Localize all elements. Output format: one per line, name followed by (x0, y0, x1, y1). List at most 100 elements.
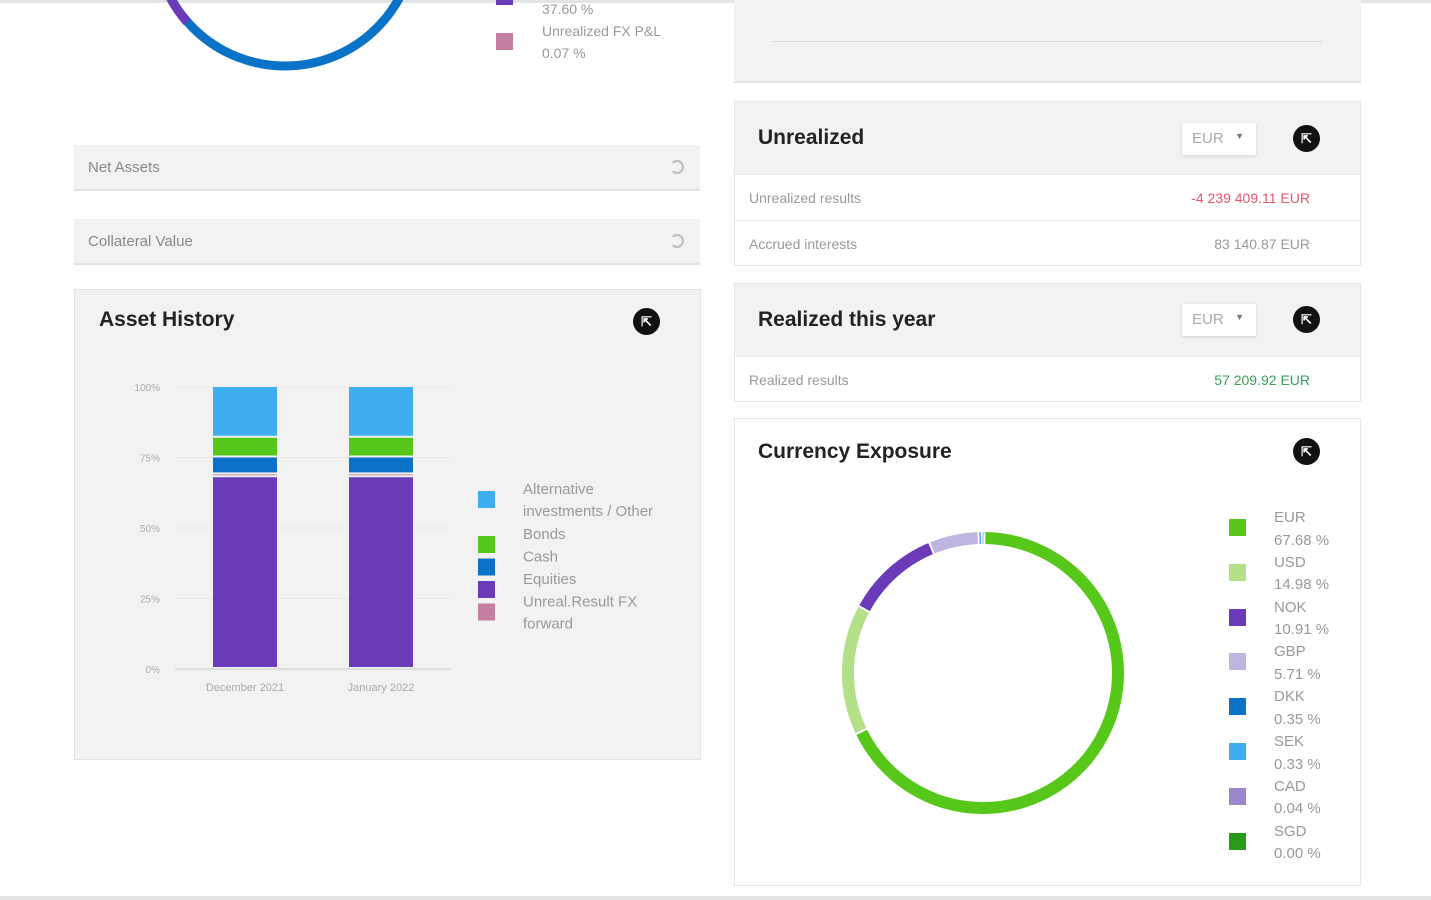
legend-label: USD (1274, 553, 1306, 571)
donut-slice-usd (842, 532, 1124, 814)
export-icon[interactable]: ⇱ (1293, 438, 1320, 465)
export-icon[interactable]: ⇱ (1293, 306, 1320, 333)
asset-history-chart: 0% 25% 50% 75% 100% December 2021 January 2022… (134, 383, 653, 694)
legend-item: EUR 67.68 % (1274, 507, 1329, 552)
legend-swatch (1229, 787, 1246, 805)
x-tick-label: January 2022 (348, 682, 415, 694)
bar-segment-bonds (213, 437, 277, 456)
net-assets-label: Net Assets (88, 159, 160, 176)
legend-label: NOK (1274, 598, 1307, 616)
legend-value: 0.35 % (1274, 710, 1321, 728)
legend-label: Cash (523, 549, 558, 566)
legend-label: EUR (1274, 509, 1306, 526)
export-icon[interactable]: ⇱ (633, 308, 660, 335)
collateral-value-label: Collateral Value (88, 233, 193, 250)
legend-swatch (478, 581, 495, 598)
legend-label: Bonds (523, 526, 566, 543)
legend-item: SEK 0.33 % (1274, 731, 1321, 776)
realized-card: Realized this year EUR ▼ ⇱ Realized resul… (734, 283, 1361, 402)
bottom-divider (0, 896, 1431, 900)
currency-value: EUR (1192, 311, 1224, 328)
allocation-donut-partial (166, 0, 404, 71)
legend-swatch (1229, 832, 1246, 850)
top-divider (0, 0, 1431, 3)
legend-swatch (1229, 653, 1246, 671)
legend-swatch-equities (496, 0, 513, 5)
currency-exposure-card: Currency Exposure ⇱ EUR 67.68 % USD 14.98 %… (734, 418, 1361, 886)
legend-item: SGD 0.00 % (1274, 821, 1321, 866)
legend-item: DKK 0.35 % (1274, 686, 1321, 731)
asset-history-title: Asset History (99, 308, 235, 331)
legend-label: SEK (1274, 733, 1305, 750)
realized-results-row: Realized results 57 209.92 EUR (735, 356, 1360, 402)
legend-value: 0.04 % (1274, 800, 1321, 818)
legend-swatch (1229, 698, 1246, 716)
row-label: Accrued interests (749, 236, 858, 252)
export-icon[interactable]: ⇱ (1293, 125, 1320, 152)
asset-history-card: Asset History ⇱ 0% 25% 50% 75% 100% December … (74, 289, 701, 760)
bar-segment-equities (213, 477, 277, 667)
legend-value: 67.68 % (1274, 531, 1330, 549)
legend-swatch (1229, 563, 1246, 581)
currency-exposure-title: Currency Exposure (758, 440, 952, 463)
bar-segment-cash (349, 457, 413, 473)
legend-swatch (478, 536, 495, 553)
chevron-down-icon: ▼ (1235, 131, 1244, 141)
donut-slice-eur (842, 532, 1124, 814)
legend-value: 0.33 % (1274, 755, 1321, 773)
legend-label: SGD (1274, 822, 1307, 840)
unrealized-results-row: Unrealized results -4 239 409.11 EUR (735, 174, 1360, 220)
legend-swatch-fx (496, 33, 513, 50)
y-tick-label: 0% (146, 665, 161, 676)
legend-value: 0.00 % (1274, 845, 1321, 863)
legend-swatch (478, 558, 495, 576)
row-label: Realized results (749, 372, 849, 388)
legend-value: 10.91 % (1274, 621, 1330, 639)
chevron-down-icon: ▼ (1235, 312, 1244, 322)
legend-swatch (1229, 519, 1246, 536)
chart-baseline (772, 41, 1322, 42)
legend-label: GBP (1274, 643, 1306, 661)
legend-label: CAD (1274, 777, 1306, 795)
legend-swatch (1229, 743, 1246, 760)
currency-value: EUR (1192, 130, 1224, 147)
loading-spinner-icon (670, 234, 684, 248)
legend-swatch (478, 491, 495, 508)
legend-label: DKK (1274, 688, 1305, 706)
y-tick-label: 75% (140, 454, 160, 465)
row-value: 57 209.92 EUR (1214, 372, 1310, 388)
currency-exposure-chart (842, 532, 1124, 814)
legend-swatch (478, 603, 495, 621)
legend-label: Unreal.Result FX forward (523, 594, 637, 633)
net-assets-row[interactable]: Net Assets (74, 145, 700, 191)
realized-currency-select[interactable]: EUR ▼ (1182, 304, 1256, 336)
loading-spinner-icon (670, 160, 684, 174)
legend-label: Alternative investments / Other (523, 481, 653, 520)
x-tick-label: December 2021 (206, 682, 284, 694)
legend-swatch (1229, 608, 1246, 626)
row-value: 83 140.87 EUR (1214, 236, 1310, 252)
bar-segment-alternative-investments-other (349, 387, 413, 436)
legend-item: CAD 0.04 % (1274, 776, 1321, 821)
legend-item: GBP 5.71 % (1274, 641, 1321, 686)
realized-title: Realized this year (758, 308, 936, 331)
row-value: -4 239 409.11 EUR (1191, 190, 1310, 206)
bar-segment-unreal-result-fx-forward (213, 474, 277, 476)
accrued-interests-row: Accrued interests 83 140.87 EUR (735, 220, 1360, 266)
legend-value: 37.60 % (542, 1, 594, 17)
row-label: Unrealized results (749, 190, 862, 206)
y-tick-label: 50% (140, 524, 160, 535)
collateral-value-row[interactable]: Collateral Value (74, 219, 700, 265)
unrealized-currency-select[interactable]: EUR ▼ (1182, 123, 1256, 155)
bar-segment-unreal-result-fx-forward (349, 474, 413, 476)
y-tick-label: 25% (140, 595, 160, 606)
donut-segment-equities (166, 0, 191, 25)
legend-item: NOK 10.91 % (1274, 597, 1329, 642)
legend-label: Equities (523, 571, 576, 588)
bar-segment-alternative-investments-other (213, 387, 277, 436)
legend-value: 14.98 % (1274, 576, 1330, 594)
unrealized-title: Unrealized (758, 126, 865, 149)
bar-segment-bonds (349, 437, 413, 456)
donut-segment-cash (166, 0, 404, 71)
unrealized-card: Unrealized EUR ▼ ⇱ Unrealized results -4 2… (734, 101, 1361, 266)
